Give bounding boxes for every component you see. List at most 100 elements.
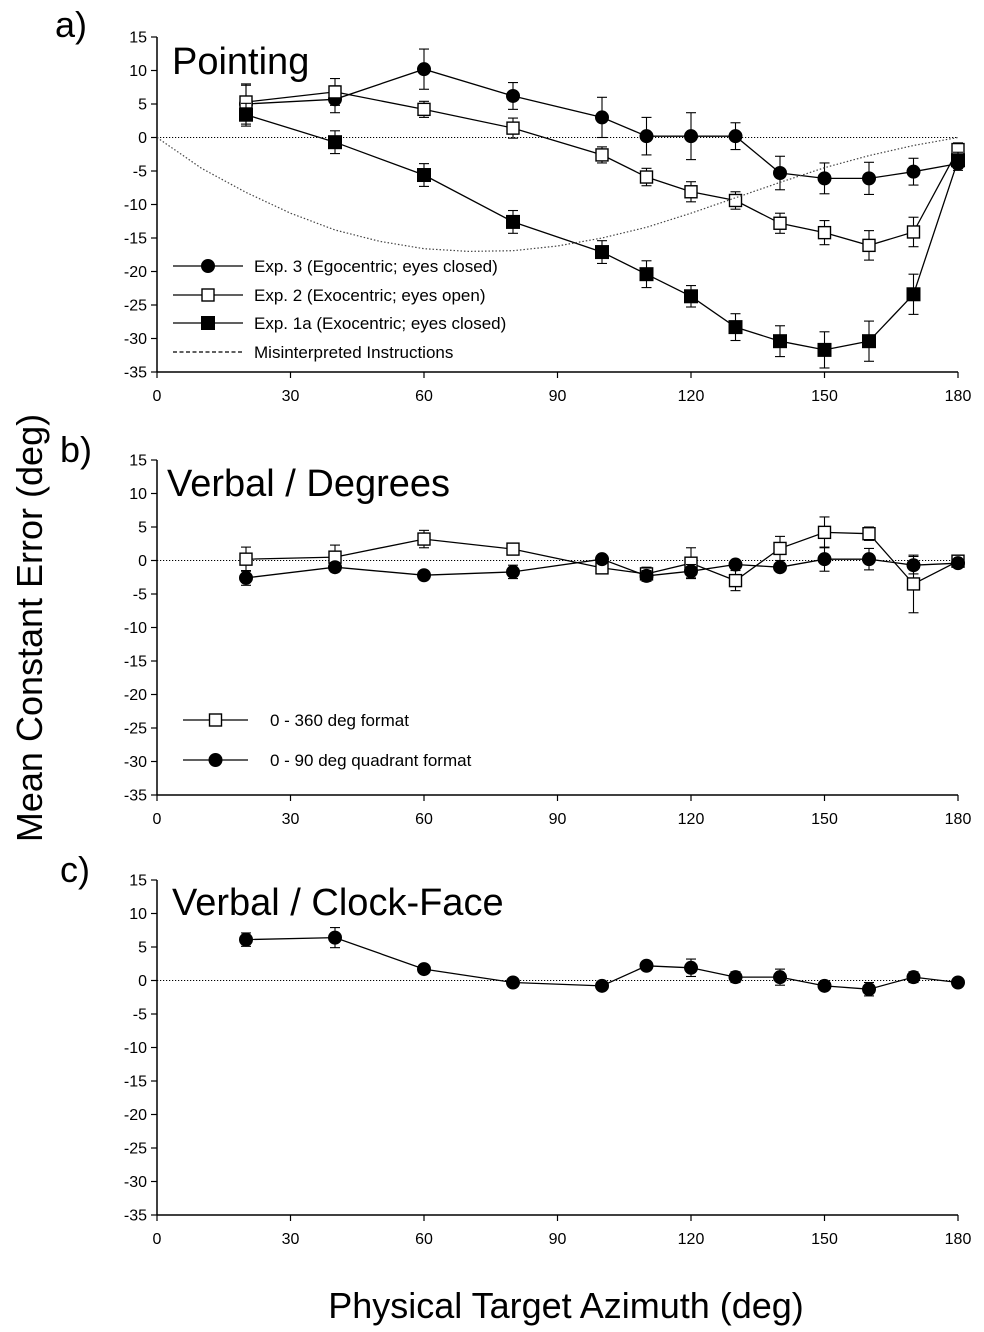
series-1-point [639, 568, 654, 583]
legend-swatch-marker [208, 753, 223, 767]
series-1-point [506, 564, 520, 579]
y-tick-label: -35 [124, 365, 147, 382]
series-0-point [862, 171, 876, 186]
panel-b-verbal-degrees: b) Verbal / Degrees 15 10 5 0 -5 -10 -15 -20 -25 -3… [60, 429, 971, 828]
series-3-curve [156, 136, 959, 253]
series-0-point [773, 166, 787, 181]
y-axis-title: Mean Constant Error (deg) [9, 414, 50, 842]
x-tick-label: 180 [945, 1231, 972, 1248]
x-tick-label: 30 [282, 811, 300, 828]
series-0-point [417, 962, 431, 977]
x-tick-label: 60 [415, 811, 433, 828]
series-0-point [862, 527, 876, 541]
series-2-point [684, 289, 698, 304]
y-tick-label: -5 [133, 164, 147, 181]
x-tick-label: 30 [282, 1231, 300, 1248]
x-tick-label: 0 [153, 1231, 162, 1248]
series-0-point [817, 978, 832, 993]
x-tick-label: 150 [811, 811, 838, 828]
series-1-point [862, 238, 876, 253]
x-tick-label: 30 [282, 388, 300, 405]
y-tick-label: -25 [124, 1141, 147, 1158]
series-1-point [639, 170, 654, 184]
x-tick-label: 0 [153, 811, 162, 828]
y-tick-label: 0 [138, 553, 147, 570]
y-tick-label: 10 [129, 906, 147, 923]
y-tick-label: -30 [124, 754, 147, 771]
series-1-point [239, 570, 253, 585]
series-0-point [728, 129, 743, 144]
x-tick-label: 180 [945, 811, 972, 828]
series-0-point [817, 525, 832, 540]
y-tick-label: 5 [138, 520, 147, 537]
y-tick-label: 15 [129, 453, 147, 470]
series-0-point [773, 970, 787, 985]
x-tick-label: 120 [678, 1231, 705, 1248]
x-axis-title: Physical Target Azimuth (deg) [328, 1285, 804, 1326]
panel-a-letter: a) [55, 4, 87, 45]
y-tick-label: -5 [133, 587, 147, 604]
y-tick-label: -15 [124, 231, 147, 248]
legend-swatch-marker [201, 288, 215, 302]
x-tick-label: 90 [549, 388, 567, 405]
y-tick-label: -35 [124, 1208, 147, 1225]
y-tick-label: 5 [138, 940, 147, 957]
x-tick-label: 150 [811, 1231, 838, 1248]
series-1-point [728, 193, 743, 208]
series-0-point [773, 541, 787, 556]
y-tick-label: -15 [124, 654, 147, 671]
y-tick-label: 5 [138, 97, 147, 114]
series-0-point [906, 164, 921, 179]
series-2-point [951, 153, 965, 168]
x-tick-label: 90 [549, 1231, 567, 1248]
panel-c-verbal-clock-face: c) Verbal / Clock-Face 15 10 5 0 -5 -10 -15 -20 -2… [60, 849, 971, 1248]
y-tick-label: -10 [124, 620, 147, 637]
y-tick-label: 15 [129, 873, 147, 890]
legend-swatch-marker [208, 713, 223, 727]
series-0-point [595, 110, 609, 125]
series-1-point [684, 564, 698, 579]
series-2-point [906, 287, 921, 302]
series-2-point [773, 334, 787, 349]
series-1-point [417, 568, 431, 583]
series-0-point [239, 932, 253, 947]
y-tick-label: -20 [124, 264, 147, 281]
series-2-point [862, 334, 876, 349]
panel-a-title: Pointing [172, 41, 309, 83]
y-tick-label: -35 [124, 788, 147, 805]
legend-label: Exp. 1a (Exocentric; eyes closed) [254, 314, 506, 333]
x-tick-label: 120 [678, 388, 705, 405]
series-0-point [951, 975, 965, 990]
series-1-point [595, 148, 609, 162]
series-1-point [951, 556, 965, 571]
series-0-point [817, 171, 832, 186]
y-tick-label: -20 [124, 1107, 147, 1124]
series-1-point [773, 216, 787, 230]
legend-swatch-marker [201, 316, 215, 330]
series-0-point [417, 62, 431, 77]
series-0-point [906, 970, 921, 985]
series-2-point [728, 320, 743, 335]
series-2-point [639, 267, 654, 282]
x-tick-label: 90 [549, 811, 567, 828]
legend-label: Exp. 3 (Egocentric; eyes closed) [254, 257, 498, 276]
series-0-point [728, 970, 743, 985]
series-0-point [506, 975, 520, 990]
series-0-point [506, 542, 520, 556]
series-1-point [817, 552, 832, 567]
x-tick-label: 60 [415, 1231, 433, 1248]
series-2-point [817, 342, 832, 357]
series-1-point [817, 225, 832, 240]
legend-entry: Exp. 2 (Exocentric; eyes open) [173, 286, 486, 305]
y-tick-label: 15 [129, 30, 147, 47]
legend-label: 0 - 90 deg quadrant format [270, 751, 472, 770]
y-tick-label: -5 [133, 1007, 147, 1024]
series-0-point [906, 577, 921, 591]
y-tick-label: 10 [129, 63, 147, 80]
x-tick-label: 0 [153, 388, 162, 405]
legend-swatch-marker [201, 259, 215, 273]
y-tick-label: -25 [124, 298, 147, 315]
series-1-point [862, 552, 876, 567]
y-tick-label: -25 [124, 721, 147, 738]
legend-label: Misinterpreted Instructions [254, 343, 453, 362]
